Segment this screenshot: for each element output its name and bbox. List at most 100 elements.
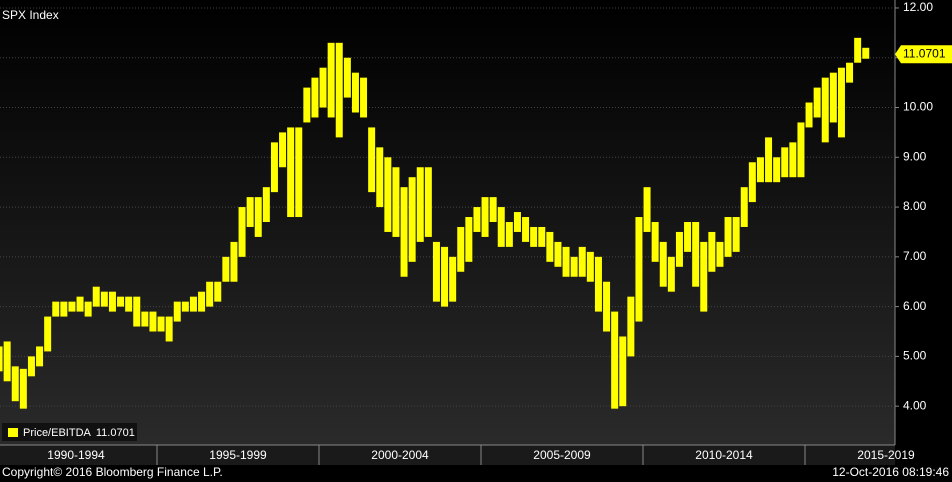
bar [424,167,432,237]
bar [619,336,627,407]
bar [837,67,845,138]
bar [327,42,335,118]
bar [19,368,27,409]
x-tick-label: 2000-2004 [371,448,429,462]
bar [384,157,392,232]
x-tick-label: 2005-2009 [533,448,591,462]
bar [635,217,643,322]
bar [319,67,327,108]
y-tick-label: 9.00 [903,149,927,163]
bar [108,291,116,312]
bar [416,167,424,242]
bar [76,296,84,312]
bar [449,256,457,302]
bar [441,246,449,307]
bar [513,212,521,232]
bar [254,197,262,237]
x-tick-label: 2015-2019 [857,448,915,462]
bar [797,122,805,178]
bar [400,187,408,277]
bar [44,316,52,352]
bar [651,222,659,262]
bar [376,147,384,208]
bar [157,316,165,332]
bar [165,316,173,342]
bar [538,226,546,247]
bar [530,226,538,247]
bar [11,366,19,402]
timestamp: 12-Oct-2016 08:19:46 [832,465,949,479]
bar [238,207,246,257]
bar [716,241,724,267]
bar [497,207,505,247]
bar [270,142,278,193]
bar [546,231,554,262]
bar [214,281,222,302]
bar [684,222,692,252]
bar [189,296,197,312]
bar [489,197,497,223]
bar [740,187,748,227]
legend-swatch [8,428,18,437]
bar [311,77,319,118]
copyright: Copyright© 2016 Bloomberg Finance L.P. [2,465,223,479]
bar [351,72,359,113]
bar [781,147,789,178]
bar [846,62,854,83]
bar [692,222,700,287]
bar [222,256,230,282]
bar [279,132,287,168]
bar [230,241,238,282]
bar [570,256,578,277]
last-value-label: 11.0701 [903,46,946,60]
legend-background [2,423,137,441]
bar [862,47,870,59]
bar [125,296,133,312]
bar [708,231,716,272]
bar [562,246,570,277]
bar [3,341,11,382]
bar [732,217,740,252]
bar [27,356,35,377]
bar [748,162,756,203]
bar [643,187,651,232]
bar [92,286,100,307]
bar [805,102,813,128]
y-tick-label: 10.00 [903,100,933,114]
x-tick-label: 1990-1994 [47,448,105,462]
bar [854,37,862,63]
bar [603,281,611,332]
bar [392,167,400,237]
bar [627,296,635,357]
y-tick-label: 12.00 [903,0,933,14]
y-tick-label: 7.00 [903,249,927,263]
bar [821,77,829,143]
bar [368,127,376,193]
bar [84,301,92,317]
bar [586,251,594,282]
bar [522,217,530,242]
bar [457,226,465,272]
bar [756,157,764,183]
x-tick-label: 2010-2014 [695,448,753,462]
bar [667,256,675,292]
bar [408,177,416,262]
chart-title: SPX Index [2,8,59,22]
bar [287,127,295,218]
bar [465,217,473,262]
y-tick-label: 4.00 [903,398,927,412]
bar [68,301,76,312]
y-tick-label: 6.00 [903,299,927,313]
bar [700,241,708,312]
bar [198,291,206,312]
bar [246,197,254,227]
bar [133,296,141,327]
legend-label: Price/EBITDA [23,427,92,439]
bar [554,241,562,267]
bar [100,291,108,307]
bar [206,281,214,307]
bar [578,246,586,277]
bar [343,57,351,98]
y-tick-label: 5.00 [903,349,927,363]
bar [773,157,781,183]
